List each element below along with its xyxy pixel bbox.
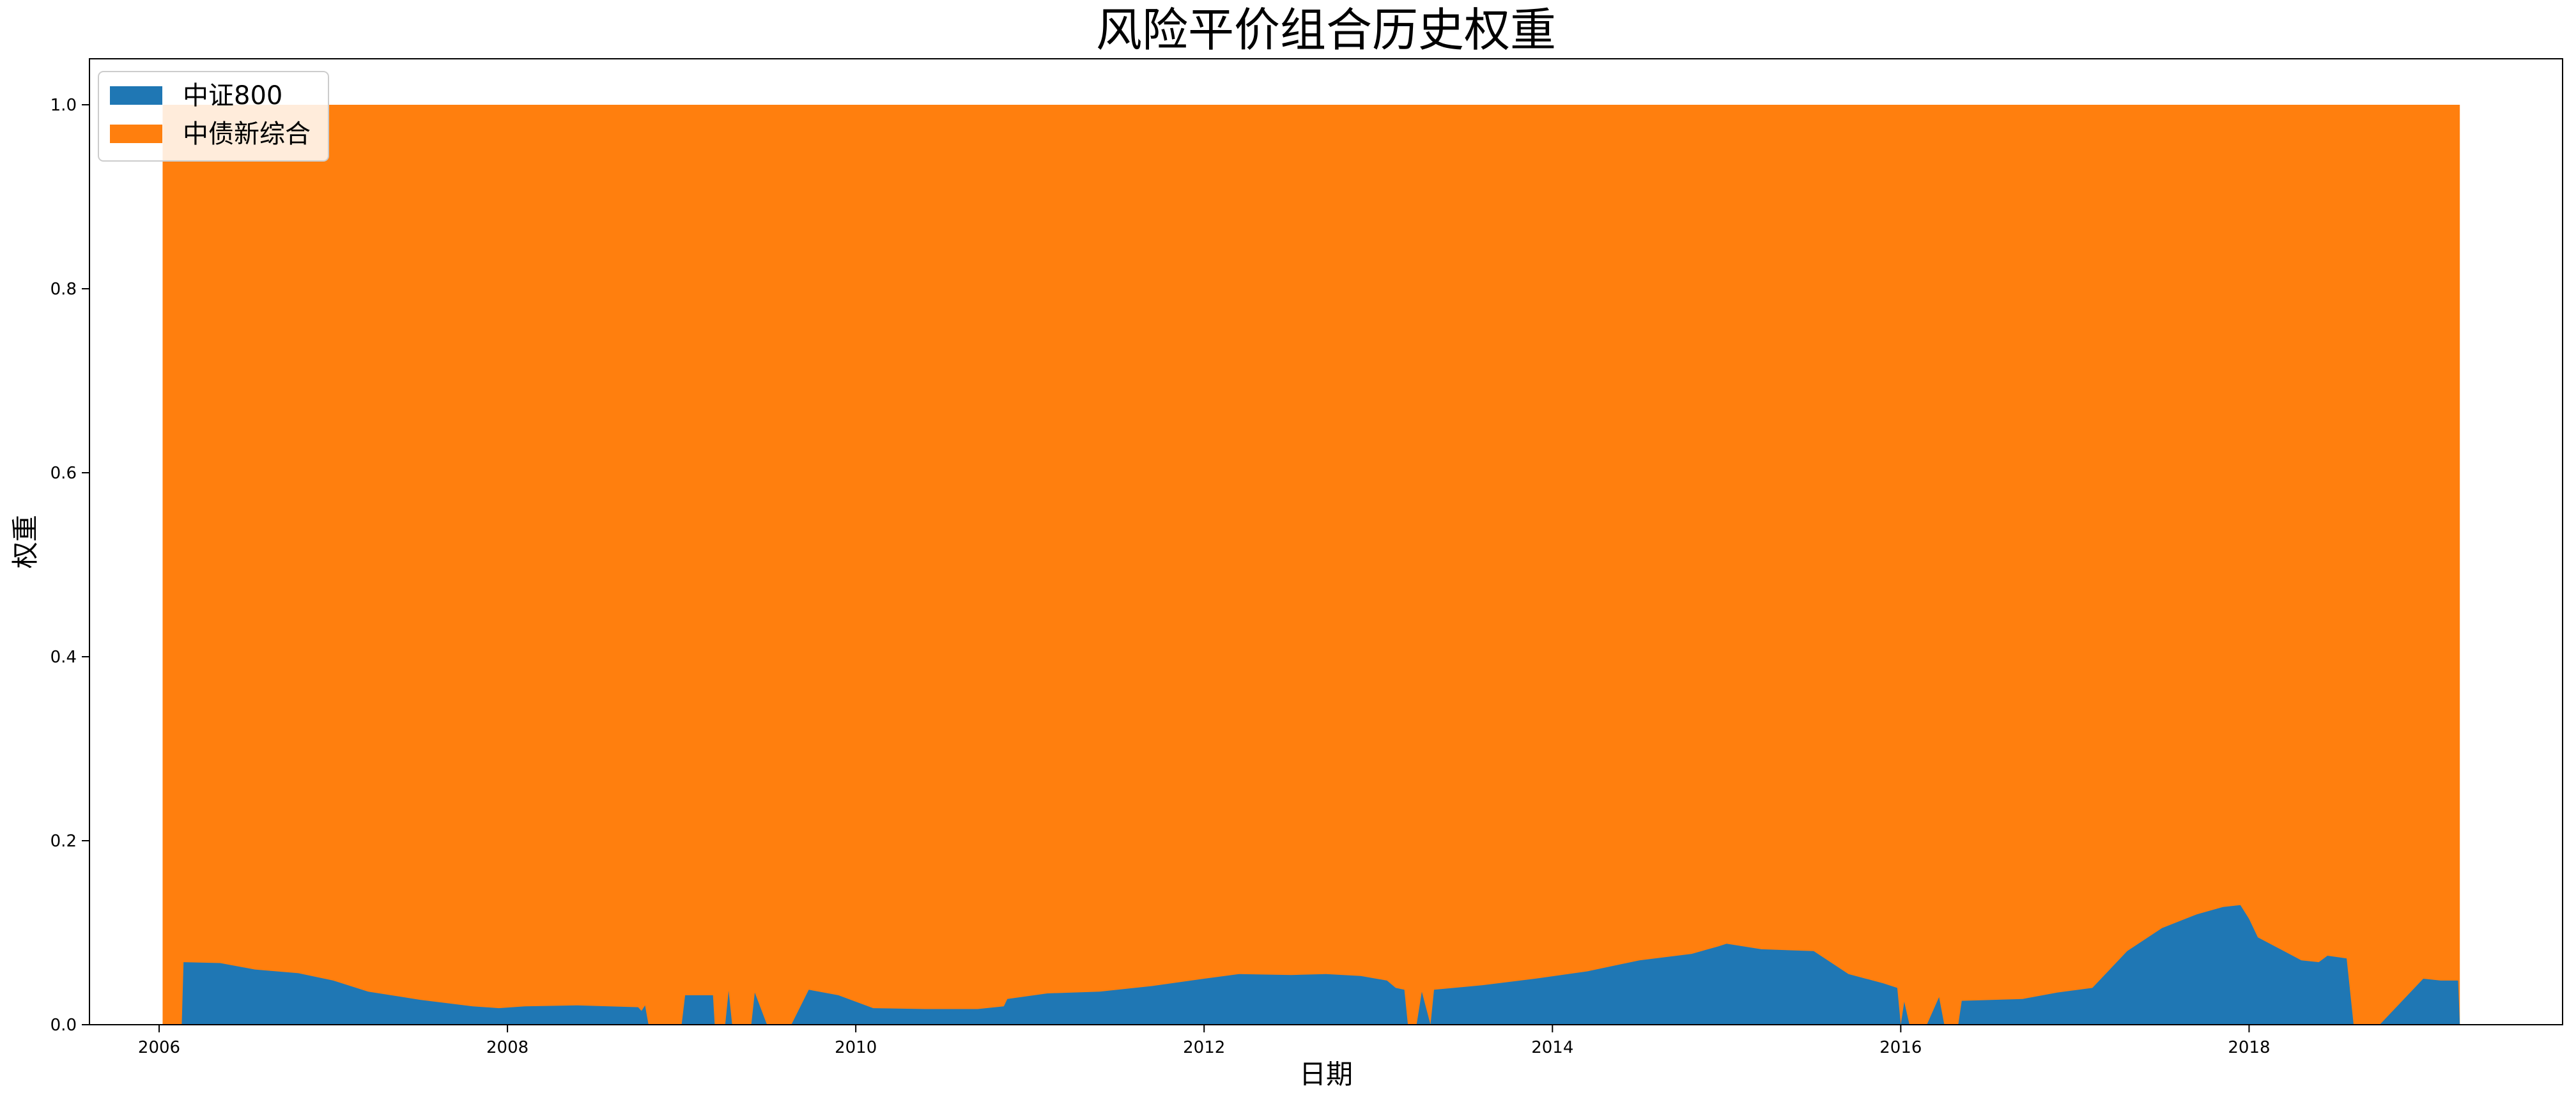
y-axis-label: 权重 — [10, 515, 41, 569]
legend: 中证800 中债新综合 — [98, 71, 329, 162]
chart-title: 风险平价组合历史权重 — [1096, 3, 1556, 57]
legend-swatch-bond — [110, 125, 162, 143]
y-axis: 0.0 0.2 0.4 0.6 0.8 1.0 — [50, 96, 89, 1035]
y-tick-label: 0.2 — [50, 832, 77, 851]
area-series-bond — [162, 105, 2460, 1025]
area-series-csi800 — [162, 905, 2460, 1025]
axes-frame — [89, 58, 2563, 1025]
plot-area — [162, 105, 2460, 1025]
x-tick-label: 2006 — [138, 1038, 180, 1057]
x-tick-label: 2010 — [835, 1038, 877, 1057]
x-tick-label: 2012 — [1183, 1038, 1225, 1057]
x-axis-label: 日期 — [1299, 1059, 1353, 1090]
y-tick-label: 0.4 — [50, 648, 77, 667]
legend-label-csi800: 中证800 — [183, 81, 282, 111]
y-tick-label: 0.8 — [50, 280, 77, 299]
x-tick-label: 2014 — [1531, 1038, 1573, 1057]
x-tick-label: 2018 — [2228, 1038, 2270, 1057]
x-tick-label: 2016 — [1879, 1038, 1922, 1057]
x-tick-label: 2008 — [486, 1038, 528, 1057]
y-tick-label: 1.0 — [50, 96, 77, 115]
x-axis: 2006 2008 2010 2012 2014 2016 2018 — [138, 1025, 2271, 1057]
y-tick-label: 0.6 — [50, 464, 77, 483]
legend-label-bond: 中债新综合 — [183, 119, 311, 149]
y-tick-label: 0.0 — [50, 1016, 77, 1035]
legend-swatch-csi800 — [110, 86, 162, 105]
